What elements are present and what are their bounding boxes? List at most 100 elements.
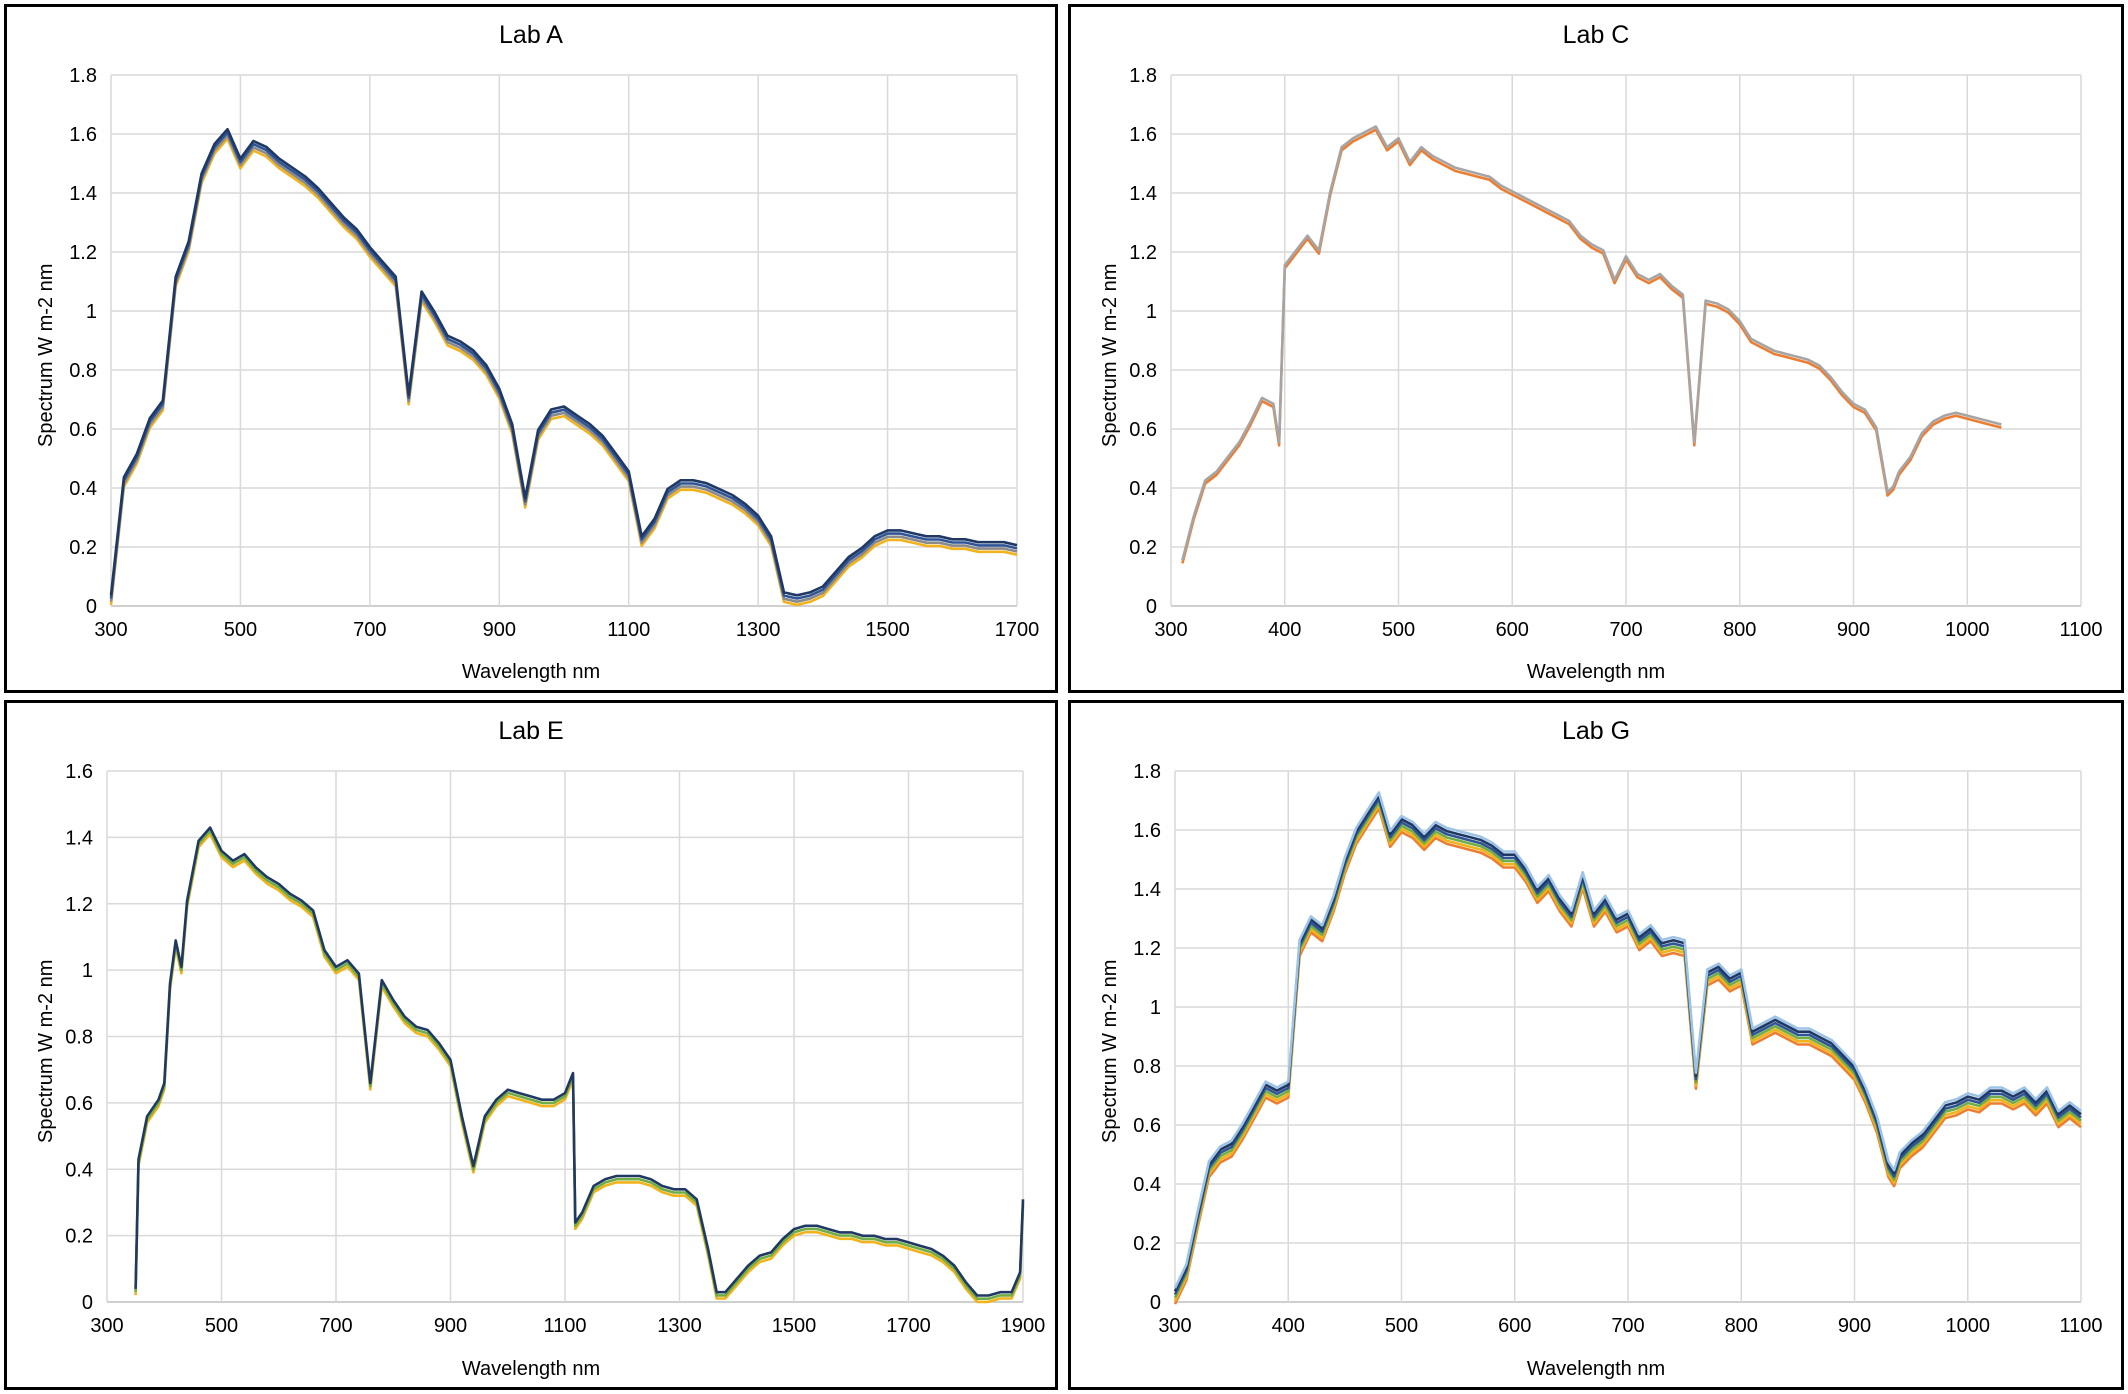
x-tick-label: 1700	[886, 1315, 931, 1337]
x-tick-label: 700	[319, 1315, 352, 1337]
x-tick-label: 1100	[2059, 619, 2102, 641]
y-tick-label: 0.2	[69, 537, 97, 559]
x-tick-label: 1300	[736, 619, 781, 641]
x-tick-label: 500	[205, 1315, 238, 1337]
y-tick-label: 1.8	[1129, 65, 1157, 87]
x-tick-label: 1500	[865, 619, 910, 641]
x-tick-label: 1000	[1945, 619, 1990, 641]
x-tick-label: 500	[224, 619, 257, 641]
x-tick-label: 900	[483, 619, 516, 641]
x-tick-label: 300	[1158, 1315, 1191, 1337]
y-tick-label: 1.4	[1129, 183, 1157, 205]
y-tick-label: 1	[86, 301, 97, 323]
chart-panel-lab-e: Lab E 0 0.2 0.4 0.6 0.8 1 1.2 1.4 1.6 300 500 700 90…	[4, 700, 1058, 1390]
chart-title: Lab C	[1562, 21, 1630, 49]
y-tick-label: 0.8	[1129, 360, 1157, 382]
y-tick-label: 1	[1150, 997, 1161, 1019]
y-tick-label: 1	[1146, 301, 1157, 323]
y-tick-label: 1.2	[65, 894, 93, 916]
y-tick-label: 0.4	[1129, 478, 1157, 500]
y-axis-title: Spectrum W m-2 nm	[35, 959, 57, 1143]
spectrum-line	[109, 134, 1018, 603]
y-tick-label: 1.8	[69, 65, 97, 87]
y-tick-label: 0	[82, 1292, 93, 1314]
y-tick-label: 0	[1146, 596, 1157, 618]
y-tick-label: 1.2	[69, 242, 97, 264]
spectrum-line	[1173, 791, 2082, 1289]
y-tick-label: 0.2	[1133, 1233, 1161, 1255]
y-tick-label: 0	[86, 596, 97, 618]
x-tick-label: 1100	[543, 1315, 586, 1337]
spectrum-line	[109, 131, 1018, 600]
chart-panel-lab-c: Lab C 0 0.2 0.4 0.6 0.8 1 1.2 1.4 1.6 1.8 300 400 50…	[1068, 4, 2124, 693]
plot-area: 0 0.2 0.4 0.6 0.8 1 1.2 1.4 1.6 1.8 300 500 700 900 11…	[69, 65, 1040, 641]
x-tick-label: 600	[1496, 619, 1529, 641]
y-tick-label: 1.6	[65, 761, 93, 783]
plot-area: 0 0.2 0.4 0.6 0.8 1 1.2 1.4 1.6 1.8 300 400 500 600 70…	[1133, 761, 2102, 1337]
y-axis-title: Spectrum W m-2 nm	[1099, 263, 1121, 447]
y-tick-label: 0.8	[1133, 1056, 1161, 1078]
y-tick-label: 0.8	[65, 1027, 93, 1049]
spectrum-line	[134, 826, 1025, 1297]
y-tick-label: 0.8	[69, 360, 97, 382]
x-tick-label: 400	[1272, 1315, 1305, 1337]
y-axis-title: Spectrum W m-2 nm	[1099, 959, 1121, 1143]
x-tick-label: 800	[1723, 619, 1756, 641]
x-tick-label: 700	[353, 619, 386, 641]
y-tick-label: 0.6	[1133, 1115, 1161, 1137]
x-tick-label: 600	[1498, 1315, 1531, 1337]
y-tick-label: 1	[82, 960, 93, 982]
y-tick-label: 0.4	[1133, 1174, 1161, 1196]
x-axis-title: Wavelength nm	[1526, 1358, 1666, 1380]
y-tick-label: 0.6	[1129, 419, 1157, 441]
x-tick-label: 900	[1837, 619, 1870, 641]
x-tick-label: 300	[1154, 619, 1187, 641]
y-tick-label: 1.4	[69, 183, 97, 205]
x-tick-label: 1700	[995, 619, 1040, 641]
x-axis-title: Wavelength nm	[461, 661, 601, 683]
plot-area: 0 0.2 0.4 0.6 0.8 1 1.2 1.4 1.6 300 500 700 900 1100 1…	[65, 761, 1046, 1337]
x-tick-label: 500	[1385, 1315, 1418, 1337]
x-tick-label: 900	[434, 1315, 467, 1337]
x-tick-label: 700	[1609, 619, 1642, 641]
spectrum-line	[109, 137, 1018, 607]
y-tick-label: 0.4	[65, 1159, 93, 1181]
y-tick-label: 1.2	[1133, 938, 1161, 960]
y-tick-label: 1.4	[1133, 879, 1161, 901]
spectrum-line	[1181, 128, 2002, 564]
spectrum-line	[1181, 125, 2002, 561]
spectrum-line	[134, 829, 1025, 1300]
x-tick-label: 300	[94, 619, 127, 641]
y-tick-label: 1.8	[1133, 761, 1161, 783]
chart-panel-lab-a: Lab A 0 0.2 0.4 0.6 0.8 1 1.2 1.4 1.6 1.8 300 500 70…	[4, 4, 1058, 693]
x-tick-label: 900	[1838, 1315, 1871, 1337]
x-tick-label: 1500	[772, 1315, 817, 1337]
x-tick-label: 1100	[2059, 1315, 2102, 1337]
y-tick-label: 1.4	[65, 827, 93, 849]
spectrum-line	[109, 127, 1018, 597]
y-tick-label: 1.6	[69, 124, 97, 146]
y-tick-label: 0.2	[65, 1226, 93, 1248]
x-tick-label: 300	[90, 1315, 123, 1337]
y-tick-label: 0.6	[65, 1093, 93, 1115]
x-tick-label: 1300	[657, 1315, 702, 1337]
chart-title: Lab E	[498, 717, 564, 745]
x-tick-label: 400	[1268, 619, 1301, 641]
y-tick-label: 1.6	[1129, 124, 1157, 146]
x-tick-label: 700	[1611, 1315, 1644, 1337]
chart-title: Lab A	[499, 21, 563, 49]
x-axis-title: Wavelength nm	[1526, 661, 1666, 683]
y-tick-label: 1.6	[1133, 820, 1161, 842]
x-axis-title: Wavelength nm	[461, 1358, 601, 1380]
x-tick-label: 800	[1725, 1315, 1758, 1337]
y-tick-label: 0.4	[69, 478, 97, 500]
y-tick-label: 0	[1150, 1292, 1161, 1314]
y-axis-title: Spectrum W m-2 nm	[35, 263, 57, 447]
x-tick-label: 1000	[1946, 1315, 1991, 1337]
x-tick-label: 500	[1382, 619, 1415, 641]
y-tick-label: 1.2	[1129, 242, 1157, 264]
chart-title: Lab G	[1561, 717, 1631, 745]
chart-panel-lab-g: Lab G 0 0.2 0.4 0.6 0.8 1 1.2 1.4 1.6 1.8 300 400 50…	[1068, 700, 2124, 1390]
x-tick-label: 1900	[1001, 1315, 1046, 1337]
y-tick-label: 0.2	[1129, 537, 1157, 559]
